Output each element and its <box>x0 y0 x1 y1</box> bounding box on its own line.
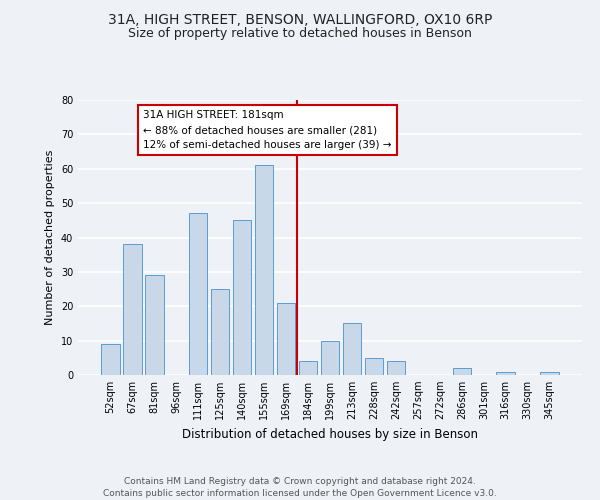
Bar <box>255 166 274 375</box>
Text: Contains public sector information licensed under the Open Government Licence v3: Contains public sector information licen… <box>103 488 497 498</box>
Bar <box>145 276 164 375</box>
Bar <box>343 324 361 375</box>
Bar <box>189 214 208 375</box>
Bar <box>452 368 471 375</box>
X-axis label: Distribution of detached houses by size in Benson: Distribution of detached houses by size … <box>182 428 478 440</box>
Bar <box>211 289 229 375</box>
Bar <box>299 361 317 375</box>
Bar <box>496 372 515 375</box>
Bar <box>386 361 405 375</box>
Y-axis label: Number of detached properties: Number of detached properties <box>45 150 55 325</box>
Text: Contains HM Land Registry data © Crown copyright and database right 2024.: Contains HM Land Registry data © Crown c… <box>124 477 476 486</box>
Bar <box>233 220 251 375</box>
Text: Size of property relative to detached houses in Benson: Size of property relative to detached ho… <box>128 28 472 40</box>
Bar <box>541 372 559 375</box>
Bar <box>277 303 295 375</box>
Bar <box>320 340 340 375</box>
Bar <box>365 358 383 375</box>
Bar <box>101 344 119 375</box>
Bar <box>123 244 142 375</box>
Text: 31A, HIGH STREET, BENSON, WALLINGFORD, OX10 6RP: 31A, HIGH STREET, BENSON, WALLINGFORD, O… <box>108 12 492 26</box>
Text: 31A HIGH STREET: 181sqm
← 88% of detached houses are smaller (281)
12% of semi-d: 31A HIGH STREET: 181sqm ← 88% of detache… <box>143 110 392 150</box>
